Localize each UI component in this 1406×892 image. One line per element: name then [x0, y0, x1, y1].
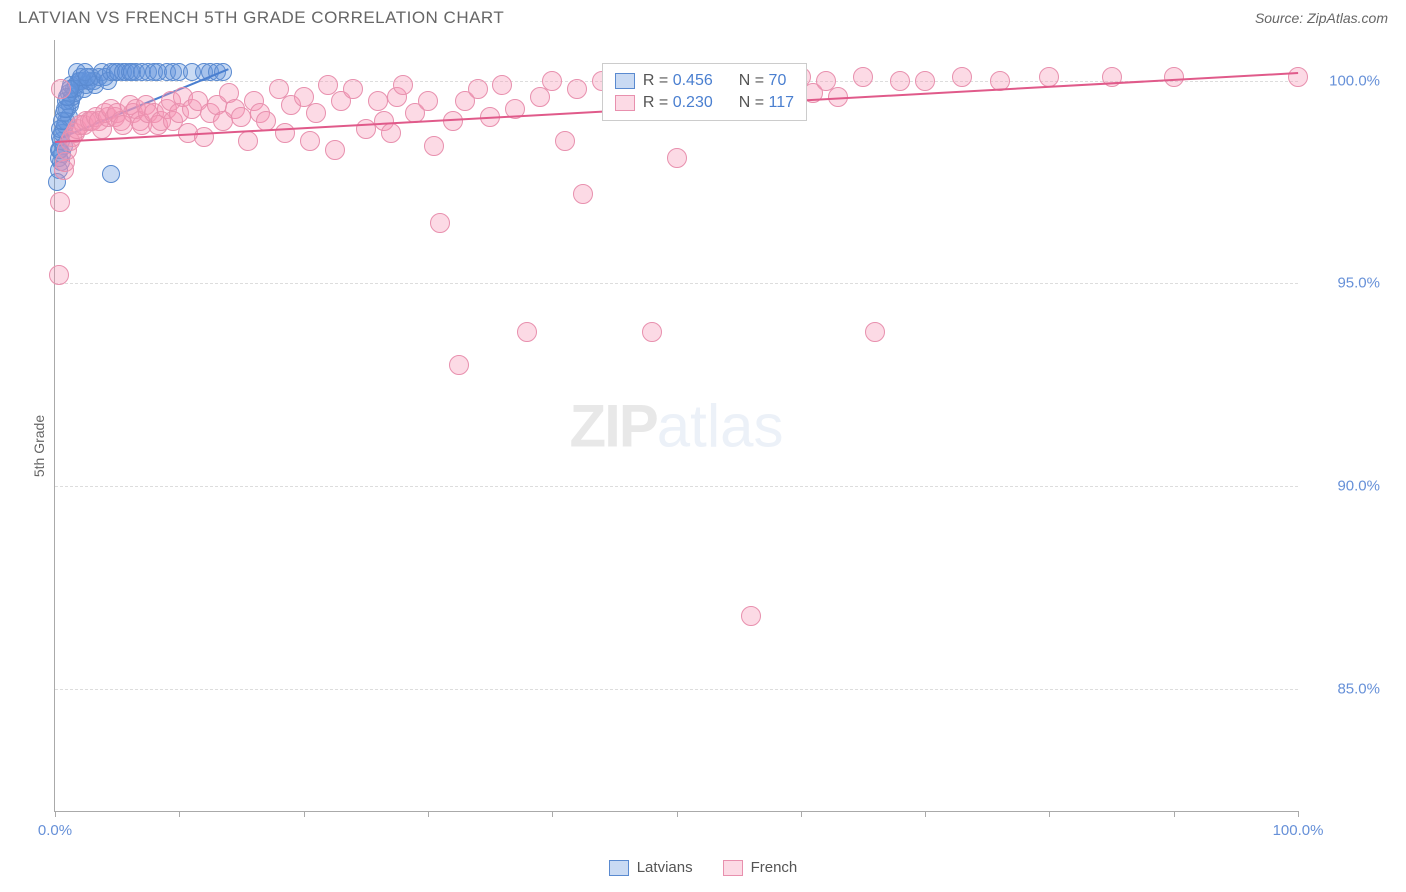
- source-label: Source: ZipAtlas.com: [1255, 10, 1388, 26]
- bottom-legend: Latvians French: [0, 859, 1406, 876]
- scatter-point: [492, 75, 512, 95]
- scatter-point: [343, 79, 363, 99]
- scatter-point: [275, 123, 295, 143]
- bottom-legend-label: French: [751, 859, 798, 876]
- stats-legend-row: R = 0.230 N = 117: [615, 92, 794, 114]
- legend-n-label: N = 117: [739, 94, 794, 112]
- scatter-point: [424, 136, 444, 156]
- legend-swatch: [723, 860, 743, 876]
- stats-legend-box: R = 0.456 N = 70 R = 0.230 N = 117: [602, 63, 807, 121]
- scatter-point: [231, 107, 251, 127]
- scatter-point: [952, 67, 972, 87]
- scatter-point: [741, 606, 761, 626]
- x-tick-label: 100.0%: [1273, 822, 1324, 839]
- scatter-point: [890, 71, 910, 91]
- chart-area: ZIPatlas 85.0%90.0%95.0%100.0%0.0%100.0%…: [40, 40, 1388, 832]
- scatter-point: [51, 79, 71, 99]
- scatter-point: [194, 127, 214, 147]
- gridline-h: [55, 486, 1298, 487]
- scatter-point: [542, 71, 562, 91]
- stats-legend-row: R = 0.456 N = 70: [615, 70, 794, 92]
- x-tick: [55, 811, 56, 817]
- x-tick: [1298, 811, 1299, 817]
- legend-swatch: [615, 73, 635, 89]
- x-tick: [925, 811, 926, 817]
- x-tick: [1174, 811, 1175, 817]
- scatter-point: [1039, 67, 1059, 87]
- legend-r-label: R = 0.456: [643, 72, 713, 90]
- legend-swatch: [609, 860, 629, 876]
- watermark: ZIPatlas: [569, 391, 783, 460]
- scatter-point: [865, 322, 885, 342]
- gridline-h: [55, 283, 1298, 284]
- scatter-point: [325, 140, 345, 160]
- scatter-point: [300, 131, 320, 151]
- scatter-point: [381, 123, 401, 143]
- scatter-point: [430, 213, 450, 233]
- scatter-point: [306, 103, 326, 123]
- x-tick: [677, 811, 678, 817]
- x-tick: [179, 811, 180, 817]
- y-tick-label: 100.0%: [1310, 72, 1380, 89]
- scatter-point: [642, 322, 662, 342]
- watermark-light: atlas: [657, 392, 784, 459]
- scatter-point: [468, 79, 488, 99]
- chart-header: LATVIAN VS FRENCH 5TH GRADE CORRELATION …: [0, 0, 1406, 32]
- gridline-h: [55, 689, 1298, 690]
- bottom-legend-label: Latvians: [637, 859, 693, 876]
- legend-r-label: R = 0.230: [643, 94, 713, 112]
- watermark-bold: ZIP: [569, 392, 656, 459]
- scatter-point: [449, 355, 469, 375]
- scatter-point: [530, 87, 550, 107]
- scatter-point: [555, 131, 575, 151]
- scatter-point: [573, 184, 593, 204]
- scatter-point: [1164, 67, 1184, 87]
- x-tick: [801, 811, 802, 817]
- x-tick: [428, 811, 429, 817]
- bottom-legend-item: Latvians: [609, 859, 693, 876]
- scatter-point: [102, 165, 120, 183]
- x-tick: [304, 811, 305, 817]
- bottom-legend-item: French: [723, 859, 798, 876]
- scatter-point: [853, 67, 873, 87]
- legend-n-label: N = 70: [739, 72, 787, 90]
- scatter-point: [667, 148, 687, 168]
- y-tick-label: 95.0%: [1310, 275, 1380, 292]
- scatter-point: [915, 71, 935, 91]
- legend-swatch: [615, 95, 635, 111]
- scatter-point: [238, 131, 258, 151]
- scatter-point: [49, 265, 69, 285]
- x-tick: [552, 811, 553, 817]
- chart-title: LATVIAN VS FRENCH 5TH GRADE CORRELATION …: [18, 8, 504, 28]
- y-tick-label: 90.0%: [1310, 478, 1380, 495]
- scatter-point: [78, 68, 96, 86]
- plot-area: ZIPatlas 85.0%90.0%95.0%100.0%0.0%100.0%…: [54, 40, 1298, 812]
- scatter-point: [418, 91, 438, 111]
- scatter-point: [567, 79, 587, 99]
- scatter-point: [1288, 67, 1308, 87]
- scatter-point: [356, 119, 376, 139]
- scatter-point: [50, 192, 70, 212]
- scatter-point: [368, 91, 388, 111]
- x-tick-label: 0.0%: [38, 822, 72, 839]
- scatter-point: [517, 322, 537, 342]
- y-tick-label: 85.0%: [1310, 681, 1380, 698]
- x-tick: [1049, 811, 1050, 817]
- scatter-point: [393, 75, 413, 95]
